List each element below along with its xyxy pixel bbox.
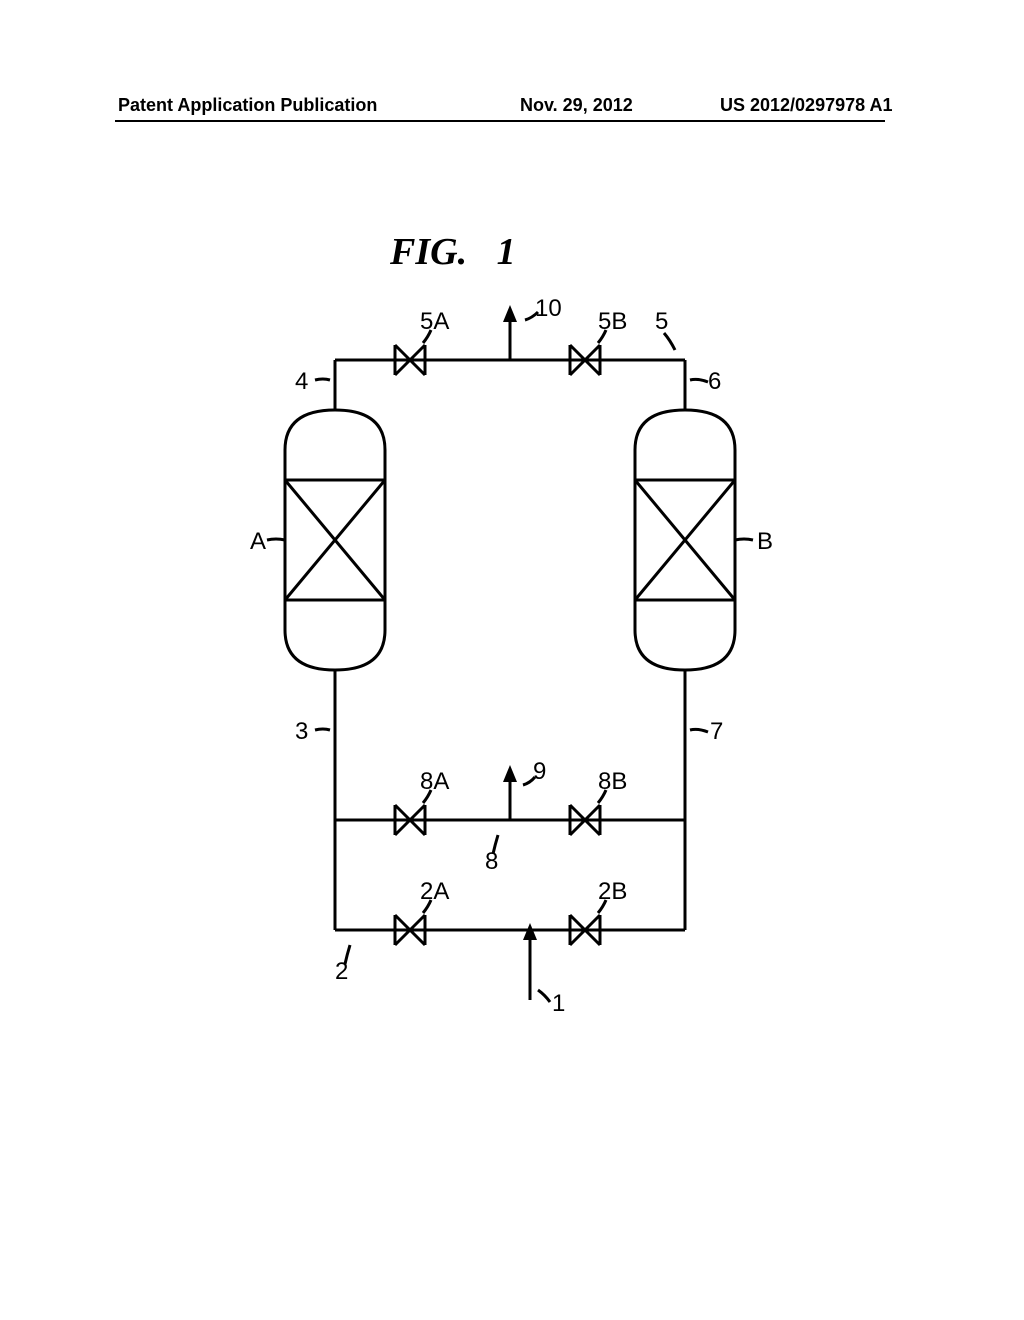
arrow-9 xyxy=(503,765,517,782)
label-5: 5 xyxy=(655,308,668,336)
header-center: Nov. 29, 2012 xyxy=(520,95,633,116)
label-9: 9 xyxy=(533,758,546,786)
label-8: 8 xyxy=(485,848,498,876)
label-10: 10 xyxy=(535,295,562,323)
header-right: US 2012/0297978 A1 xyxy=(720,95,892,116)
arrow-10 xyxy=(503,305,517,322)
label-6: 6 xyxy=(708,368,721,396)
leader-3 xyxy=(315,729,330,730)
label-5b: 5B xyxy=(598,308,627,336)
label-8a: 8A xyxy=(420,768,449,796)
page-header: Patent Application Publication Nov. 29, … xyxy=(0,95,1024,125)
leader-7 xyxy=(690,729,708,732)
leader-1 xyxy=(538,990,550,1002)
label-7: 7 xyxy=(710,718,723,746)
header-rule xyxy=(115,120,885,122)
label-b: B xyxy=(757,528,773,556)
fig-num: 1 xyxy=(497,231,516,273)
fig-prefix: FIG. xyxy=(390,231,467,273)
page: Patent Application Publication Nov. 29, … xyxy=(0,0,1024,1320)
leader-6 xyxy=(690,379,708,382)
process-diagram: 10 5A 5B 5 4 6 A B 3 7 8A 8B 9 8 2A 2B 2… xyxy=(230,290,790,1010)
label-2a: 2A xyxy=(420,878,449,906)
label-1: 1 xyxy=(552,990,565,1018)
figure-title: FIG. 1 xyxy=(390,230,516,274)
vessel-a-icon xyxy=(285,410,385,670)
leader-4 xyxy=(315,379,330,380)
diagram-svg xyxy=(230,290,790,1050)
leader-b xyxy=(735,539,753,540)
label-a: A xyxy=(250,528,266,556)
label-2: 2 xyxy=(335,958,348,986)
header-left: Patent Application Publication xyxy=(118,95,377,116)
label-2b: 2B xyxy=(598,878,627,906)
label-5a: 5A xyxy=(420,308,449,336)
leader-a xyxy=(267,539,285,540)
label-4: 4 xyxy=(295,368,308,396)
label-3: 3 xyxy=(295,718,308,746)
vessel-b-icon xyxy=(635,410,735,670)
label-8b: 8B xyxy=(598,768,627,796)
